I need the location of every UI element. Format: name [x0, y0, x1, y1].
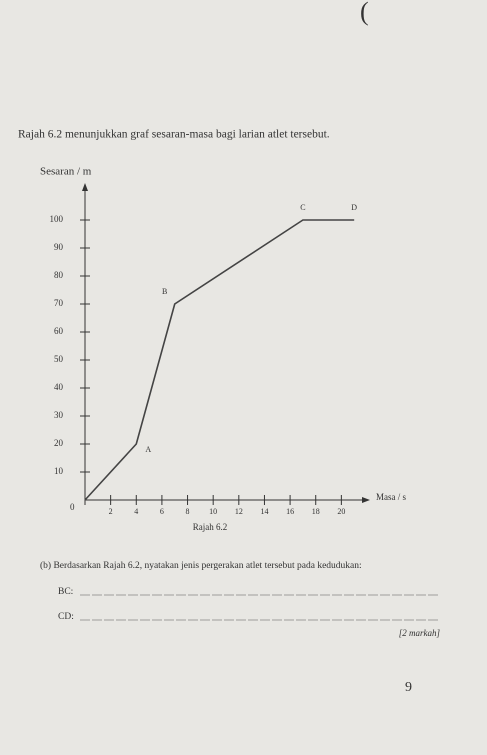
x-tick-label: 6 [160, 507, 164, 516]
x-arrow [362, 497, 370, 503]
x-axis-label: Masa / s [376, 492, 406, 502]
y-tick-label: 90 [54, 242, 64, 252]
data-line [84, 219, 355, 501]
y-tick-label: 100 [50, 214, 64, 224]
y-axis-label: Sesaran / m [40, 166, 92, 178]
y-tick-label: 20 [54, 438, 64, 448]
y-tick-label: 70 [54, 298, 64, 308]
y-tick-label: 60 [54, 326, 64, 336]
y-tick-label: 30 [54, 410, 64, 420]
x-tick-label: 14 [260, 507, 268, 516]
x-tick-label: 18 [312, 507, 320, 516]
y-tick-label: 80 [54, 270, 64, 280]
y-arrow [82, 183, 88, 191]
point-label: B [162, 287, 167, 296]
y-tick-label: 10 [54, 466, 64, 476]
x-tick-label: 10 [209, 507, 217, 516]
handwriting: 9 [405, 680, 412, 695]
x-tick-label: 4 [134, 507, 138, 516]
handwriting: ( [360, 0, 369, 26]
answer-label: BC: [58, 587, 73, 597]
y-tick-label: 50 [54, 354, 64, 364]
x-tick-label: 8 [186, 507, 190, 516]
point-label: C [300, 203, 305, 212]
point-label: D [351, 203, 357, 212]
question: (b) Berdasarkan Rajah 6.2, nyatakan jeni… [40, 560, 362, 571]
y-tick-label: 40 [54, 382, 64, 392]
x-tick-label: 12 [235, 507, 243, 516]
x-tick-label: 16 [286, 507, 294, 516]
x-tick-label: 2 [109, 507, 113, 516]
x-tick-label: 20 [337, 507, 345, 516]
caption: Rajah 6.2 [193, 522, 228, 532]
intro-text: Rajah 6.2 menunjukkan graf sesaran-masa … [18, 129, 330, 141]
origin-label: 0 [70, 502, 75, 512]
answer-label: CD: [58, 612, 74, 622]
marks: [2 markah] [399, 628, 441, 638]
point-label: A [145, 445, 151, 454]
